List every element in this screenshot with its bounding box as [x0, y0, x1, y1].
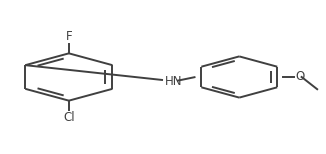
Text: HN: HN: [165, 75, 182, 88]
Text: F: F: [66, 30, 72, 43]
Text: O: O: [295, 71, 304, 83]
Text: Cl: Cl: [63, 111, 75, 124]
